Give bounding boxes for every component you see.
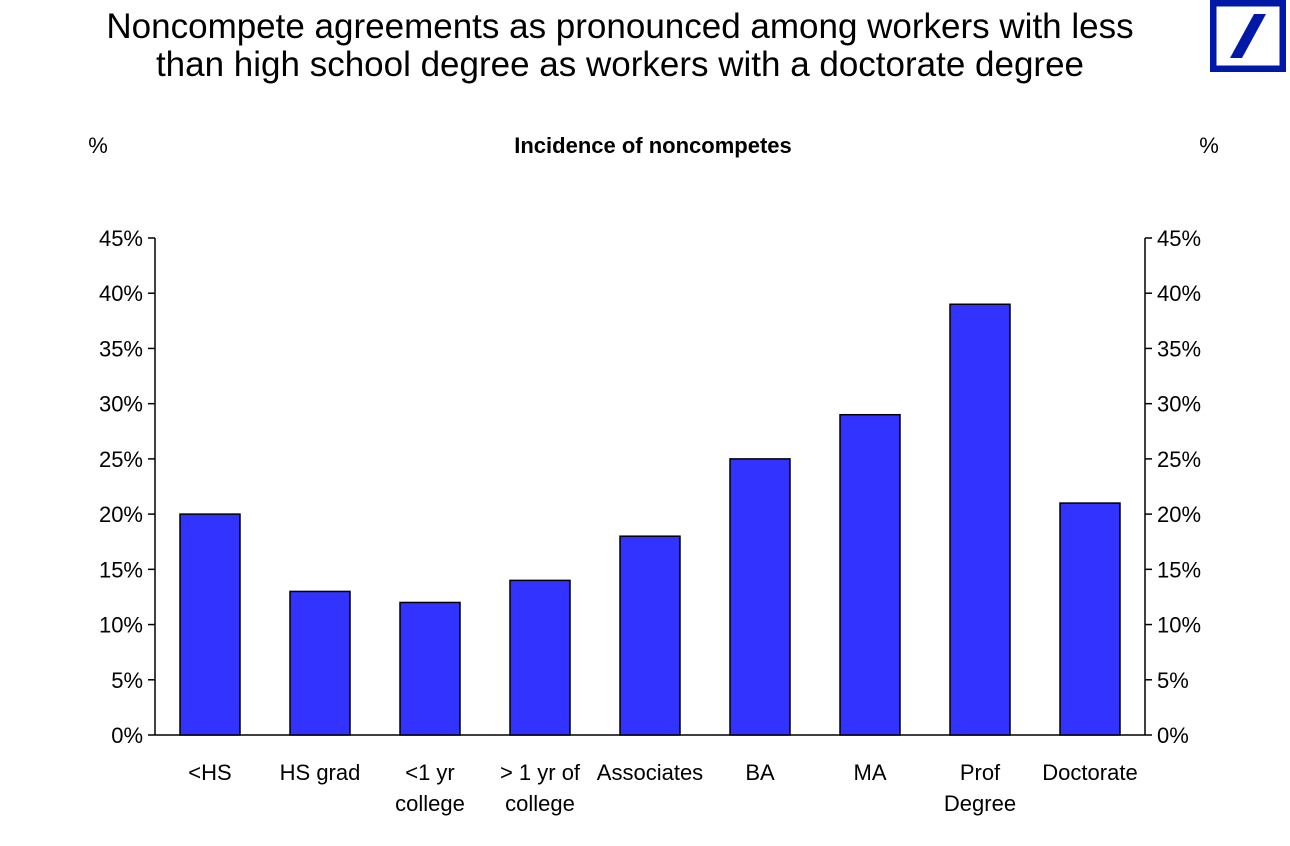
right-y-tick-label: 10% bbox=[1157, 613, 1201, 638]
right-y-tick-label: 20% bbox=[1157, 502, 1201, 527]
bars bbox=[179, 303, 1121, 736]
bar bbox=[509, 579, 571, 736]
left-y-tick-label: 35% bbox=[99, 336, 143, 361]
left-y-tick-label: 15% bbox=[99, 557, 143, 582]
right-y-tick-label: 25% bbox=[1157, 447, 1201, 472]
category-label: MA bbox=[854, 760, 887, 785]
bar bbox=[1059, 502, 1121, 736]
category-label: <1 yr college bbox=[395, 760, 465, 816]
left-y-tick-label: 30% bbox=[99, 392, 143, 417]
category-labels: <HS HS grad <1 yr college > 1 yr of college As… bbox=[188, 760, 1137, 816]
bar bbox=[949, 303, 1011, 736]
left-y-tick-label: 0% bbox=[111, 723, 143, 748]
left-y-tick-label: 10% bbox=[99, 613, 143, 638]
headline-line-2: than high school degree as workers with … bbox=[155, 45, 1085, 84]
left-y-tick-label: 20% bbox=[99, 502, 143, 527]
bar bbox=[619, 535, 681, 736]
right-y-tick-label: 15% bbox=[1157, 557, 1201, 582]
bar bbox=[399, 601, 461, 736]
category-label: Doctorate bbox=[1042, 760, 1137, 785]
category-label: > 1 yr of college bbox=[500, 760, 581, 816]
right-y-tick-label: 5% bbox=[1157, 668, 1189, 693]
right-y-tick-label: 35% bbox=[1157, 336, 1201, 361]
headline-line-1: Noncompete agreements as pronounced amon… bbox=[106, 7, 1134, 46]
right-y-tick-label: 45% bbox=[1157, 226, 1201, 251]
right-y-tick-label: 30% bbox=[1157, 392, 1201, 417]
right-y-tick-label: 40% bbox=[1157, 281, 1201, 306]
category-label: BA bbox=[745, 760, 775, 785]
chart-headline: Noncompete agreements as pronounced amon… bbox=[0, 8, 1240, 84]
left-y-tick-label: 25% bbox=[99, 447, 143, 472]
bar bbox=[289, 590, 351, 736]
deutsche-bank-logo-icon bbox=[1210, 0, 1286, 72]
bar bbox=[839, 413, 901, 736]
right-y-tick-label: 0% bbox=[1157, 723, 1189, 748]
category-label: <HS bbox=[188, 760, 231, 785]
right-axis-unit: % bbox=[1199, 133, 1219, 158]
bar bbox=[729, 458, 791, 736]
left-y-tick-label: 40% bbox=[99, 281, 143, 306]
category-label: HS grad bbox=[280, 760, 361, 785]
category-label: Prof Degree bbox=[944, 760, 1016, 816]
category-label: Associates bbox=[597, 760, 703, 785]
bar bbox=[179, 513, 241, 736]
chart-title: Incidence of noncompetes bbox=[514, 133, 792, 158]
left-y-tick-label: 5% bbox=[111, 668, 143, 693]
left-axis-unit: % bbox=[88, 133, 108, 158]
left-y-tick-label: 45% bbox=[99, 226, 143, 251]
